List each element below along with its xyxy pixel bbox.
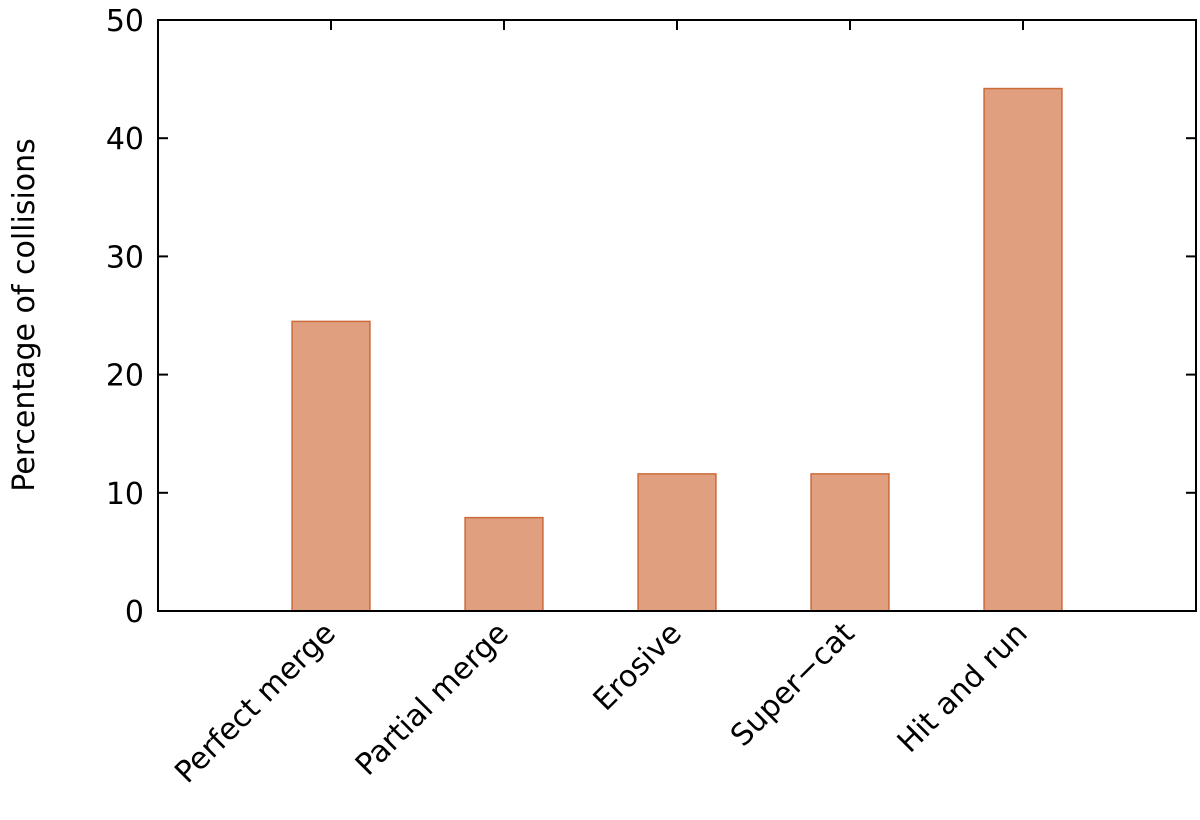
y-tick-label: 20 bbox=[106, 359, 144, 394]
y-tick-label: 40 bbox=[106, 122, 144, 157]
y-tick-label: 30 bbox=[106, 240, 144, 275]
bar bbox=[637, 473, 717, 612]
x-tick-label: Perfect merge bbox=[168, 616, 342, 790]
bar bbox=[291, 320, 371, 612]
x-tick-label: Partial merge bbox=[349, 616, 516, 783]
y-tick-label: 0 bbox=[125, 595, 144, 630]
y-tick-label: 10 bbox=[106, 477, 144, 512]
x-tick-label: Erosive bbox=[587, 616, 689, 718]
bar bbox=[464, 516, 544, 612]
plot-frame bbox=[157, 19, 1197, 612]
y-axis-label: Percentage of collisions bbox=[7, 138, 42, 492]
bar bbox=[983, 87, 1063, 612]
bar bbox=[810, 473, 890, 612]
y-tick-label: 50 bbox=[106, 4, 144, 39]
x-tick-label: Super−cat bbox=[724, 616, 862, 754]
x-tick-label: Hit and run bbox=[891, 616, 1035, 760]
